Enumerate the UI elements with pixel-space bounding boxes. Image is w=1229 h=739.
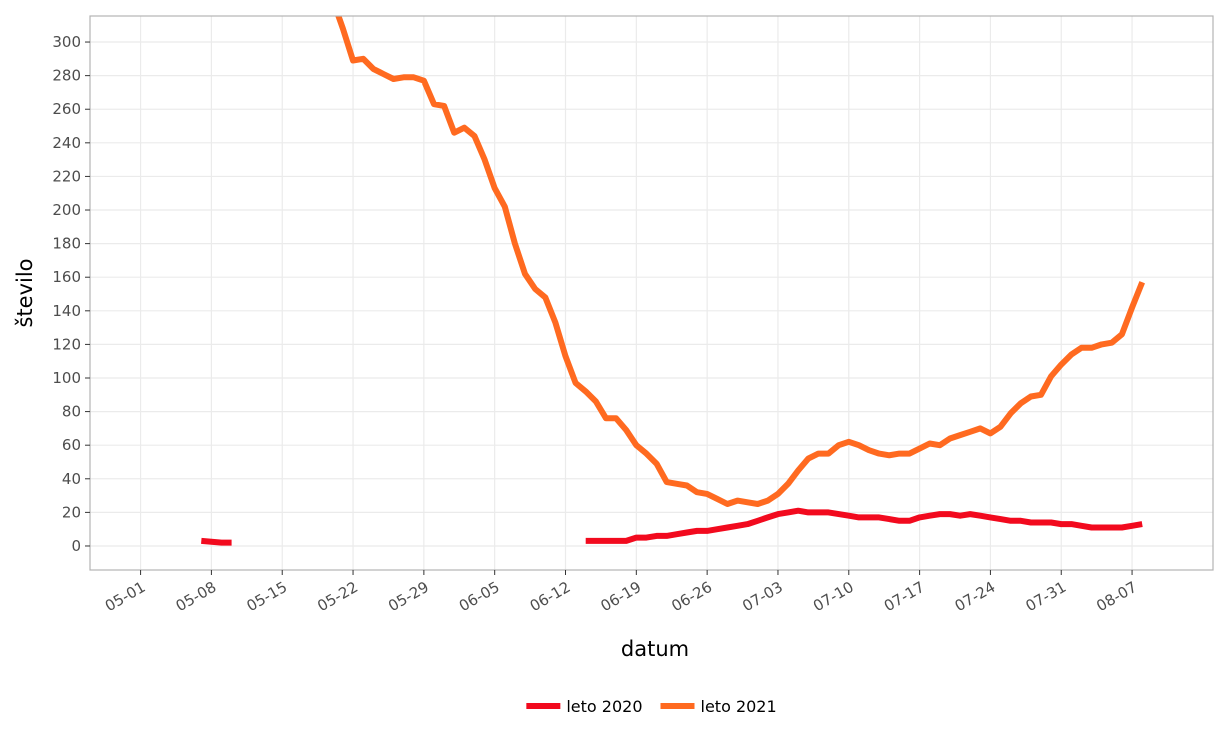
x-axis-title: datum — [621, 637, 689, 661]
x-tick-label: 07-24 — [952, 578, 999, 615]
x-tick-label: 05-01 — [102, 578, 149, 615]
y-tick-label: 80 — [62, 403, 81, 421]
y-tick-label: 160 — [52, 268, 81, 286]
x-tick-label: 08-07 — [1093, 578, 1140, 615]
x-tick-label: 05-08 — [173, 578, 220, 615]
x-tick-label: 06-12 — [527, 578, 574, 615]
legend-label: leto 2021 — [701, 697, 777, 716]
y-tick-label: 300 — [52, 33, 81, 51]
legend-label: leto 2020 — [566, 697, 642, 716]
x-tick-label: 07-10 — [810, 578, 857, 615]
y-tick-label: 240 — [52, 134, 81, 152]
x-tick-label: 05-29 — [385, 578, 432, 615]
plot-border — [89, 15, 1214, 571]
grid — [90, 16, 1213, 570]
y-tick-label: 200 — [52, 201, 81, 219]
lines — [201, 16, 1145, 546]
y-tick-label: 40 — [62, 470, 81, 488]
y-tick-label: 0 — [71, 537, 81, 555]
x-tick-label: 06-19 — [598, 578, 645, 615]
y-tick-label: 140 — [52, 302, 81, 320]
x-tick-label: 07-17 — [881, 578, 928, 615]
x-tick-label: 05-22 — [314, 578, 361, 615]
y-axis-title: število — [13, 258, 37, 327]
legend: leto 2020 leto 2021 — [526, 697, 777, 716]
y-tick-label: 120 — [52, 335, 81, 353]
x-tick-label: 06-05 — [456, 578, 503, 615]
plot-panel — [90, 16, 1213, 570]
y-tick-label: 220 — [52, 167, 81, 185]
series-line — [335, 16, 1145, 507]
x-tick-label: 05-15 — [243, 578, 290, 615]
y-tick-label: 260 — [52, 100, 81, 118]
x-tick-label: 07-03 — [739, 578, 786, 615]
y-tick-label: 100 — [52, 369, 81, 387]
y-tick-label: 60 — [62, 436, 81, 454]
y-tick-label: 180 — [52, 235, 81, 253]
x-tick-label: 06-26 — [668, 578, 715, 615]
series-line — [201, 507, 1143, 546]
x-tick-label: 07-31 — [1022, 578, 1069, 615]
y-tick-label: 20 — [62, 503, 81, 521]
y-tick-label: 280 — [52, 67, 81, 85]
